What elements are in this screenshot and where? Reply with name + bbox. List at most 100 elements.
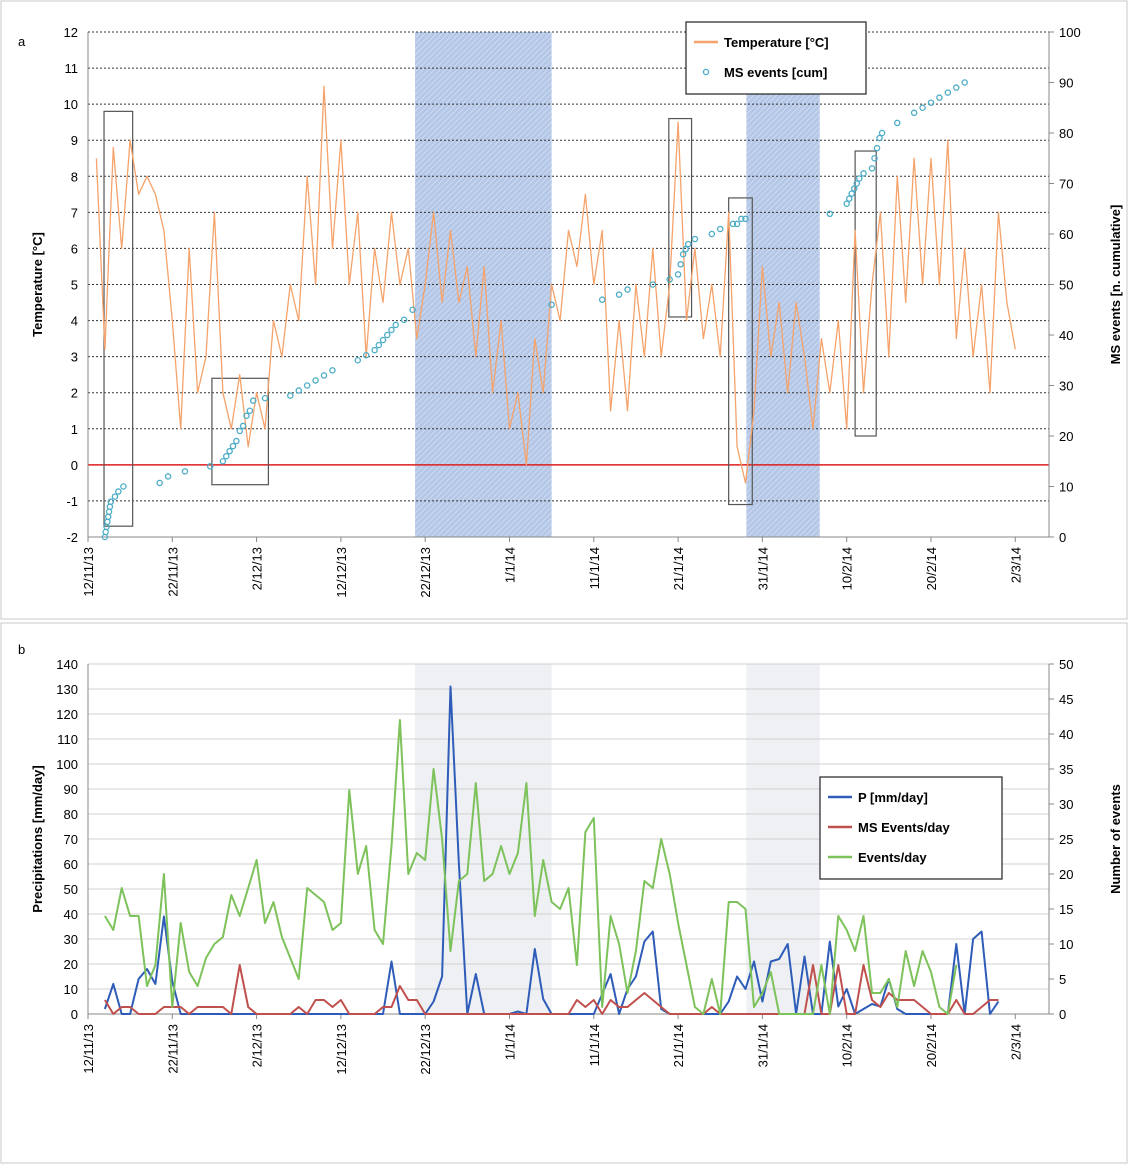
- y-tick-label: 130: [56, 682, 78, 697]
- y2-tick-label: 20: [1059, 867, 1073, 882]
- y-tick-label: 7: [71, 205, 78, 220]
- ms-event-marker: [845, 195, 853, 202]
- ms-event-marker: [206, 463, 214, 470]
- ms-event-marker: [684, 240, 692, 248]
- ms-event-marker: [927, 99, 935, 106]
- y2-tick-label: 10: [1059, 937, 1073, 952]
- highlight-hatch: [415, 32, 552, 537]
- ms-event-marker: [236, 427, 243, 435]
- ms-event-marker: [848, 190, 855, 197]
- ms-event-marker: [229, 442, 237, 450]
- ms-event-marker: [733, 220, 741, 228]
- x-tick-label: 2/12/13: [250, 547, 265, 590]
- ms-event-marker: [876, 134, 883, 142]
- highlight-box: [668, 117, 693, 318]
- x-tick-label: 22/11/13: [165, 1024, 180, 1074]
- ms-event-marker: [868, 165, 876, 172]
- ms-event-marker: [222, 452, 230, 460]
- ms-event-marker: [388, 326, 395, 334]
- ms-event-marker: [400, 316, 408, 324]
- x-tick-label: 2/12/13: [250, 1024, 265, 1067]
- ms-event-marker: [851, 185, 858, 192]
- y2-tick-label: 45: [1059, 692, 1073, 707]
- ms-event-marker: [320, 372, 328, 379]
- y-tick-label: 10: [64, 982, 78, 997]
- x-tick-label: 10/2/14: [840, 1024, 855, 1067]
- series-line: [104, 964, 999, 1015]
- ms-event-marker: [379, 336, 387, 344]
- ms-event-marker: [624, 286, 631, 293]
- y2-tick-label: 5: [1059, 972, 1066, 987]
- y-axis-title: Temperature [°C]: [30, 232, 45, 337]
- ms-event-marker: [392, 321, 399, 329]
- ms-event-marker: [375, 341, 383, 349]
- ms-event-marker: [666, 276, 673, 283]
- y2-tick-label: 60: [1059, 227, 1073, 242]
- ms-event-marker: [239, 422, 247, 430]
- y-tick-label: 90: [64, 782, 78, 797]
- y2-tick-label: 30: [1059, 797, 1073, 812]
- y2-tick-label: 40: [1059, 727, 1073, 742]
- y-tick-label: 140: [56, 657, 78, 672]
- x-tick-label: 20/2/14: [924, 1024, 939, 1067]
- y2-tick-label: 80: [1059, 126, 1073, 141]
- y2-tick-label: 90: [1059, 76, 1073, 91]
- legend-label: MS events [cum]: [724, 65, 827, 80]
- x-tick-label: 11/1/14: [587, 1024, 602, 1066]
- y2-tick-label: 30: [1059, 379, 1073, 394]
- y-tick-label: 20: [64, 957, 78, 972]
- legend-label: P [mm/day]: [858, 790, 928, 805]
- ms-event-marker: [944, 89, 952, 96]
- y2-tick-label: 0: [1059, 530, 1066, 545]
- ms-event-marker: [860, 170, 867, 177]
- y-tick-label: 11: [65, 61, 79, 76]
- y-tick-label: 4: [71, 314, 78, 329]
- ms-event-marker: [548, 301, 555, 308]
- legend-label: Events/day: [858, 850, 927, 865]
- x-tick-label: 12/12/13: [334, 547, 349, 598]
- ms-event-marker: [878, 129, 886, 137]
- y2-tick-label: 15: [1059, 902, 1073, 917]
- y2-tick-label: 70: [1059, 177, 1073, 192]
- y-tick-label: 3: [71, 350, 78, 365]
- y-tick-label: 100: [56, 757, 78, 772]
- ms-event-marker: [682, 245, 689, 253]
- ms-event-marker: [716, 225, 724, 233]
- ms-event-marker: [826, 210, 834, 218]
- ms-event-marker: [219, 457, 227, 465]
- panel-frame: [0, 622, 1128, 1164]
- y-tick-label: 0: [71, 458, 78, 473]
- x-tick-label: 22/11/13: [165, 547, 180, 597]
- panel-label: b: [18, 642, 25, 657]
- ms-event-marker: [362, 351, 370, 359]
- ms-event-marker: [303, 382, 311, 389]
- y2-tick-label: 40: [1059, 328, 1073, 343]
- y-axis-title: Precipitations [mm/day]: [30, 765, 45, 912]
- ms-event-marker: [329, 367, 336, 374]
- y-tick-label: -2: [66, 530, 78, 545]
- legend-label: MS Events/day: [858, 820, 951, 835]
- ms-event-marker: [936, 94, 943, 101]
- x-tick-label: 12/12/13: [334, 1024, 349, 1075]
- x-tick-label: 11/1/14: [587, 547, 602, 589]
- highlight-box: [854, 150, 877, 437]
- x-tick-label: 1/1/14: [502, 547, 517, 583]
- ms-event-marker: [691, 235, 699, 243]
- x-tick-label: 12/11/13: [81, 1024, 96, 1074]
- series-line: [104, 719, 958, 1015]
- ms-event-marker: [409, 306, 416, 313]
- ms-event-marker: [295, 387, 302, 394]
- ms-event-marker: [843, 200, 850, 207]
- ms-event-marker: [164, 473, 172, 480]
- ms-event-marker: [729, 220, 737, 228]
- ms-event-marker: [181, 468, 189, 475]
- ms-event-marker: [856, 175, 863, 182]
- ms-event-marker: [107, 498, 115, 505]
- x-tick-label: 2/3/14: [1008, 1024, 1023, 1060]
- ms-event-marker: [708, 230, 716, 238]
- x-tick-label: 21/1/14: [671, 547, 686, 590]
- ms-event-marker: [115, 488, 122, 495]
- y-tick-label: 30: [64, 932, 78, 947]
- y2-axis-title: Number of events: [1108, 784, 1123, 894]
- ms-event-marker: [738, 215, 745, 223]
